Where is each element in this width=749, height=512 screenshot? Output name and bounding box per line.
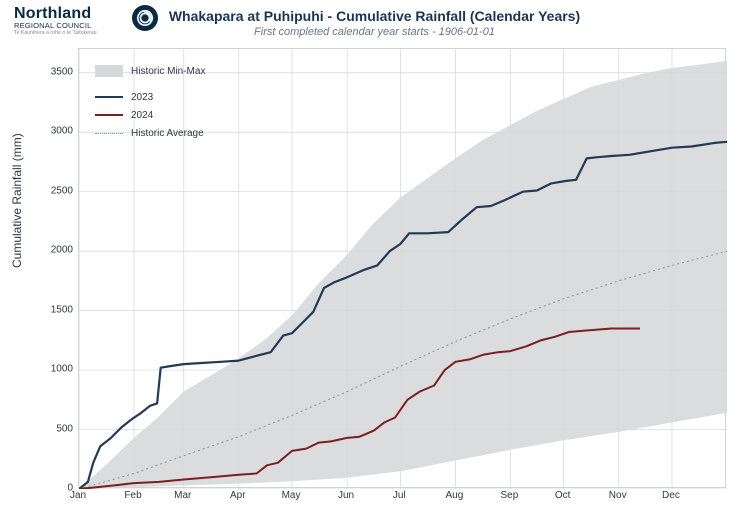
x-tick-label: Aug [445, 490, 463, 501]
legend-item-band: Historic Min-Max [95, 62, 205, 80]
x-tick-label: Apr [230, 490, 246, 501]
x-tick-label: Mar [174, 490, 191, 501]
x-tick-label: Nov [609, 490, 627, 501]
chart-title-block: Whakapara at Puhipuhi - Cumulative Rainf… [0, 8, 749, 38]
y-tick-label: 1500 [13, 304, 73, 315]
legend-line-2024 [95, 114, 123, 116]
legend-swatch-band [95, 65, 123, 77]
x-tick-label: Dec [662, 490, 680, 501]
x-tick-label: Jul [393, 490, 406, 501]
x-tick-label: Jun [338, 490, 354, 501]
legend-label: 2024 [131, 110, 153, 121]
x-tick-label: Feb [124, 490, 141, 501]
legend-label: 2023 [131, 92, 153, 103]
chart-legend: Historic Min-Max 2023 2024 Historic Aver… [95, 62, 205, 142]
legend-label: Historic Average [131, 128, 204, 139]
legend-item-avg: Historic Average [95, 124, 205, 142]
legend-item-2024: 2024 [95, 106, 205, 124]
x-tick-label: Sep [501, 490, 519, 501]
x-tick-label: May [282, 490, 301, 501]
chart-title: Whakapara at Puhipuhi - Cumulative Rainf… [0, 8, 749, 24]
legend-item-2023: 2023 [95, 88, 205, 106]
y-tick-label: 1000 [13, 364, 73, 375]
y-tick-label: 3000 [13, 126, 73, 137]
chart-subtitle: First completed calendar year starts - 1… [0, 26, 749, 38]
y-tick-label: 500 [13, 423, 73, 434]
y-tick-label: 0 [13, 483, 73, 494]
y-tick-label: 3500 [13, 66, 73, 77]
y-tick-label: 2000 [13, 245, 73, 256]
x-tick-label: Oct [555, 490, 571, 501]
x-tick-label: Jan [70, 490, 86, 501]
legend-line-avg [95, 133, 123, 134]
legend-label: Historic Min-Max [131, 66, 205, 77]
y-tick-label: 2500 [13, 185, 73, 196]
legend-line-2023 [95, 96, 123, 98]
